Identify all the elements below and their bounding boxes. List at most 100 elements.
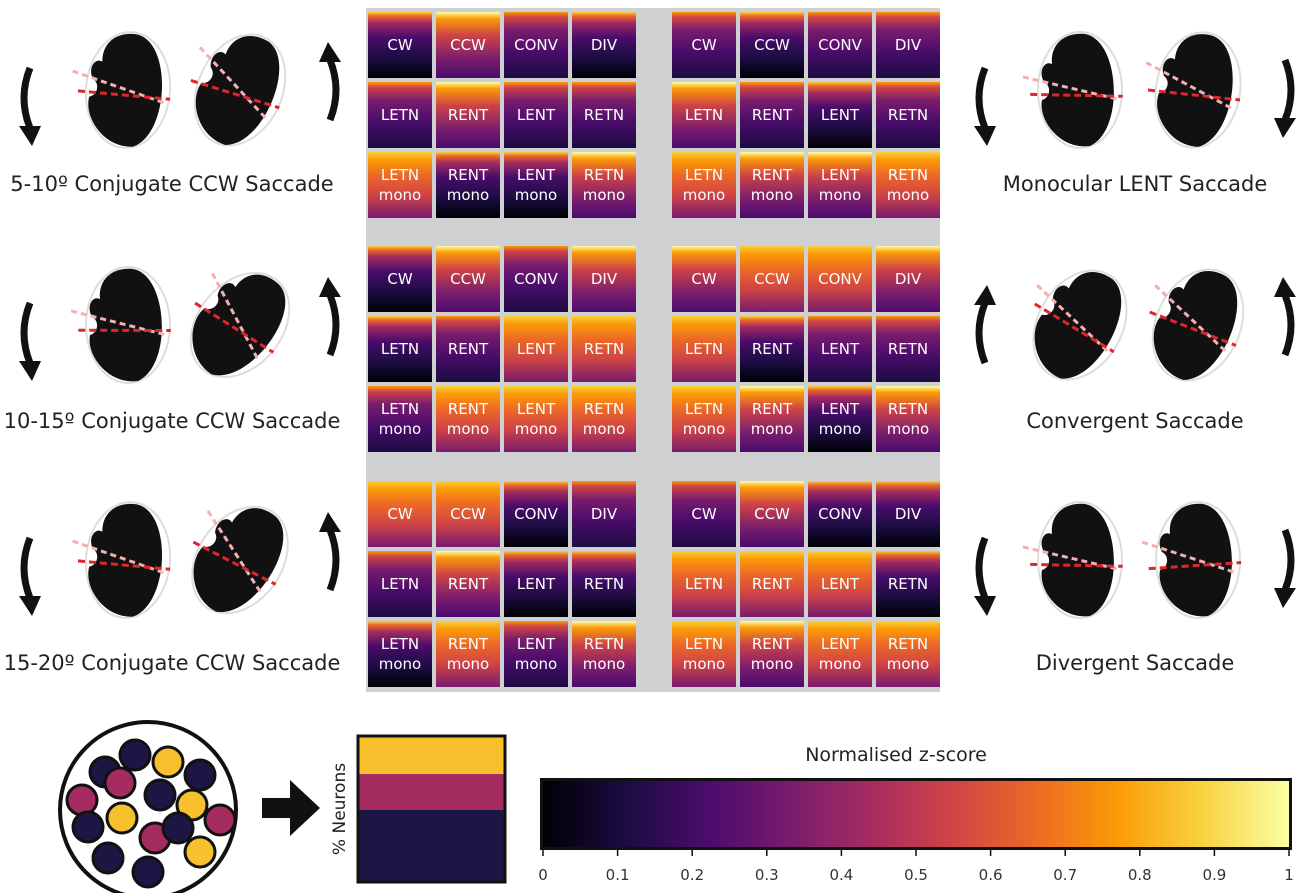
x-tick-label: 0.1 [606, 866, 630, 884]
eye [65, 497, 176, 621]
rotation-arrow [24, 538, 30, 598]
tile: LETN mono [672, 152, 736, 218]
tile: CCW [436, 481, 500, 547]
arrow-head [319, 277, 341, 297]
tile: RENT [740, 316, 804, 382]
neuron [120, 740, 150, 770]
band [358, 736, 505, 774]
tile: RENT mono [740, 152, 804, 218]
tile: RENT [436, 316, 500, 382]
tile: CONV [504, 481, 568, 547]
rotation-arrow [24, 303, 30, 363]
tile: LENT [808, 82, 872, 148]
tile: RETN [572, 82, 636, 148]
tile: LETN [368, 316, 432, 382]
eye-shape [1042, 504, 1114, 617]
tile: CONV [808, 12, 872, 78]
tile: DIV [876, 481, 940, 547]
colorbar-title: Normalised z-score [740, 744, 1052, 766]
neuron [163, 813, 193, 843]
condition-label: 10-15º Conjugate CCW Saccade [2, 409, 342, 433]
rotation-arrow [1285, 295, 1291, 355]
neuron [107, 803, 137, 833]
arrow-head [319, 512, 341, 532]
rotation-arrow [979, 538, 985, 598]
neuron [133, 857, 163, 887]
illustrations: % Neurons 0 0.1 0.2 0.3 0.4 0.5 0.6 0.7 0.8 0.9 1 [0, 0, 1306, 893]
colorbar [540, 778, 1292, 850]
arrow-head [1274, 118, 1296, 138]
band [358, 810, 505, 882]
arrow-head [19, 596, 41, 616]
neuron [73, 812, 103, 842]
tile: RETN [572, 551, 636, 617]
arrow-head [319, 42, 341, 62]
eye [163, 13, 303, 161]
neuron [93, 843, 123, 873]
tile: LENT mono [808, 152, 872, 218]
tile: RENT [436, 551, 500, 617]
rotation-arrow [979, 68, 985, 128]
x-tick-label: 0.2 [680, 866, 704, 884]
x-tick-label: 1 [1284, 866, 1294, 884]
tile: CCW [740, 246, 804, 312]
tile: DIV [876, 246, 940, 312]
arrow-head [974, 285, 996, 305]
x-tick-label: 0.4 [829, 866, 853, 884]
tile: LETN mono [672, 386, 736, 452]
figure: % Neurons 0 0.1 0.2 0.3 0.4 0.5 0.6 0.7 0.8 0.9 1 N… [0, 0, 1306, 893]
tile: RETN [876, 82, 940, 148]
rotation-arrow [330, 295, 336, 355]
eye [1022, 502, 1123, 618]
x-tick-label: 0.3 [755, 866, 779, 884]
tile: CW [368, 481, 432, 547]
tile: CW [368, 12, 432, 78]
neuron [145, 780, 175, 810]
tile: RENT mono [740, 386, 804, 452]
tile: RETN mono [876, 621, 940, 687]
arrow-head [19, 361, 41, 381]
tile: CCW [740, 481, 804, 547]
eye [1121, 248, 1262, 396]
tile: LETN mono [368, 152, 432, 218]
eye [65, 27, 176, 151]
tile: LETN [672, 551, 736, 617]
tile: RETN [876, 316, 940, 382]
tile: LETN [368, 551, 432, 617]
tile: CONV [808, 246, 872, 312]
x-tick-label: 0.7 [1053, 866, 1077, 884]
x-tick-label: 0.6 [979, 866, 1003, 884]
legend-arrow [262, 780, 320, 836]
tile: LENT [504, 316, 568, 382]
tile: CONV [504, 246, 568, 312]
tile: LETN [672, 82, 736, 148]
neuron [105, 768, 135, 798]
rotation-arrow [330, 60, 336, 120]
tile: RENT [740, 551, 804, 617]
eye [1140, 502, 1241, 618]
neuron [67, 785, 97, 815]
tile: RENT [740, 82, 804, 148]
tile: RETN mono [572, 152, 636, 218]
tile: LENT mono [808, 621, 872, 687]
x-tick-label: 0.9 [1202, 866, 1226, 884]
condition-label: Convergent Saccade [965, 409, 1305, 433]
x-tick-label: 0.8 [1128, 866, 1152, 884]
tile: CW [368, 246, 432, 312]
y-axis-label: % Neurons [330, 763, 350, 855]
eye-shape [1139, 258, 1252, 391]
eye-shape [1042, 34, 1114, 147]
neuron [185, 837, 215, 867]
tile: LENT mono [808, 386, 872, 452]
x-tick-label: 0.5 [904, 866, 928, 884]
condition-label: Divergent Saccade [965, 651, 1305, 675]
arrow-head [19, 126, 41, 146]
tile: CCW [436, 12, 500, 78]
tile: DIV [572, 481, 636, 547]
neuron [185, 760, 215, 790]
tile: LENT [808, 316, 872, 382]
x-tick-label: 0 [538, 866, 548, 884]
rotation-arrow [1285, 60, 1291, 120]
tile: DIV [572, 12, 636, 78]
band [358, 774, 505, 810]
